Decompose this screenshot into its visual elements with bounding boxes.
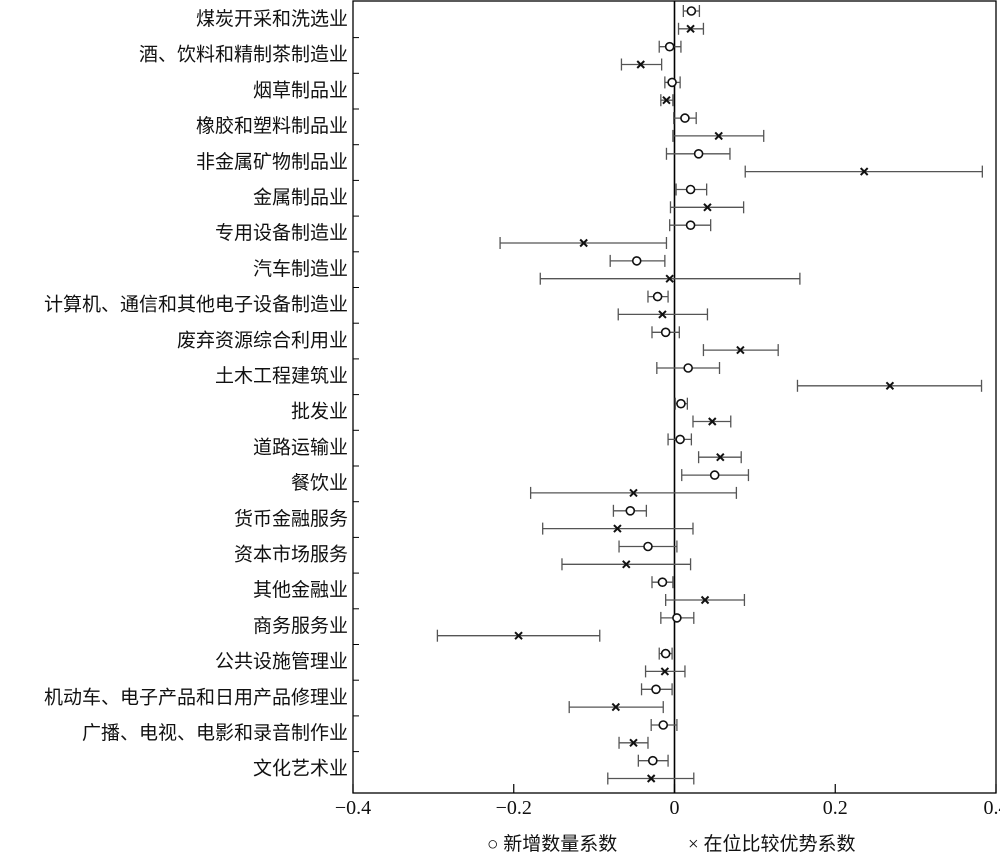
- point-x: [736, 345, 745, 355]
- category-label: 酒、饮料和精制茶制造业: [139, 44, 348, 66]
- point-x: [629, 738, 638, 748]
- point-circle: [680, 113, 690, 123]
- point-circle: [685, 220, 696, 230]
- category-label: 广播、电视、电影和录音制作业: [82, 722, 348, 744]
- point-circle: [675, 434, 685, 445]
- x-tick-label: 0.4: [984, 797, 1000, 819]
- category-label: 文化艺术业: [253, 758, 348, 780]
- category-label: 资本市场服务: [234, 544, 348, 566]
- category-label: 橡胶和塑料制品业: [196, 115, 348, 137]
- legend-x-label: × 在位比较优势系数: [688, 833, 855, 854]
- point-x: [716, 452, 725, 462]
- point-circle: [709, 470, 720, 480]
- category-label: 非金属矿物制品业: [196, 151, 348, 173]
- point-circle: [660, 648, 671, 659]
- point-circle: [643, 541, 653, 552]
- point-circle: [672, 613, 682, 623]
- point-circle: [686, 6, 697, 16]
- point-circle: [683, 363, 693, 373]
- point-circle: [667, 77, 677, 88]
- point-x: [629, 488, 638, 498]
- point-circle: [676, 398, 686, 409]
- point-x: [646, 774, 656, 783]
- x-tick-label: −0.2: [496, 797, 532, 819]
- point-x: [708, 417, 717, 426]
- point-x: [885, 381, 895, 391]
- category-label: 道路运输业: [253, 436, 348, 458]
- category-label: 机动车、电子产品和日用产品修理业: [44, 686, 348, 708]
- category-label: 煤炭开采和洗选业: [196, 8, 348, 30]
- point-circle: [664, 41, 675, 52]
- point-x: [703, 203, 712, 212]
- point-circle: [647, 755, 658, 766]
- point-x: [622, 560, 631, 569]
- point-x: [636, 60, 645, 69]
- category-label: 烟草制品业: [253, 79, 348, 101]
- point-circle: [685, 184, 696, 195]
- category-label: 金属制品业: [253, 187, 348, 209]
- point-x: [859, 167, 869, 176]
- category-label: 汽车制造业: [253, 258, 348, 280]
- category-label: 土木工程建筑业: [215, 365, 348, 387]
- category-label: 其他金融业: [253, 579, 348, 601]
- point-circle: [658, 720, 669, 730]
- category-label: 货币金融服务: [234, 508, 348, 530]
- point-circle: [651, 684, 661, 695]
- category-label: 批发业: [291, 401, 348, 423]
- point-circle: [625, 505, 636, 516]
- x-tick-label: 0.2: [823, 797, 848, 819]
- category-label: 公共设施管理业: [215, 651, 348, 673]
- point-circle: [660, 327, 671, 338]
- point-circle: [693, 149, 704, 159]
- point-x: [613, 524, 622, 533]
- category-label: 专用设备制造业: [215, 222, 348, 244]
- category-label: 计算机、通信和其他电子设备制造业: [44, 294, 348, 316]
- point-x: [700, 595, 710, 605]
- point-circle: [652, 291, 663, 302]
- point-x: [660, 667, 670, 676]
- point-circle: [631, 256, 642, 266]
- legend: ○ 新增数量系数 × 在位比较优势系数: [487, 833, 855, 854]
- point-x: [662, 95, 671, 105]
- legend-circle-label: ○ 新增数量系数: [487, 833, 617, 854]
- plot-area: −0.4 −0.2 0 0.2 0.4 煤炭开采和洗选业酒、饮料和精制茶制造业烟草制品业橡…: [44, 0, 1000, 819]
- point-x: [658, 310, 667, 319]
- point-x: [686, 24, 695, 34]
- category-label: 餐饮业: [291, 472, 348, 494]
- category-label: 废弃资源综合利用业: [177, 329, 348, 351]
- x-tick-label: 0: [670, 797, 680, 819]
- point-x: [665, 274, 674, 283]
- point-x: [714, 131, 723, 141]
- point-circle: [657, 577, 668, 588]
- category-label: 商务服务业: [253, 615, 348, 637]
- point-x: [579, 238, 588, 248]
- x-tick-label: −0.4: [335, 797, 371, 819]
- point-x: [514, 631, 523, 640]
- point-x: [611, 702, 621, 712]
